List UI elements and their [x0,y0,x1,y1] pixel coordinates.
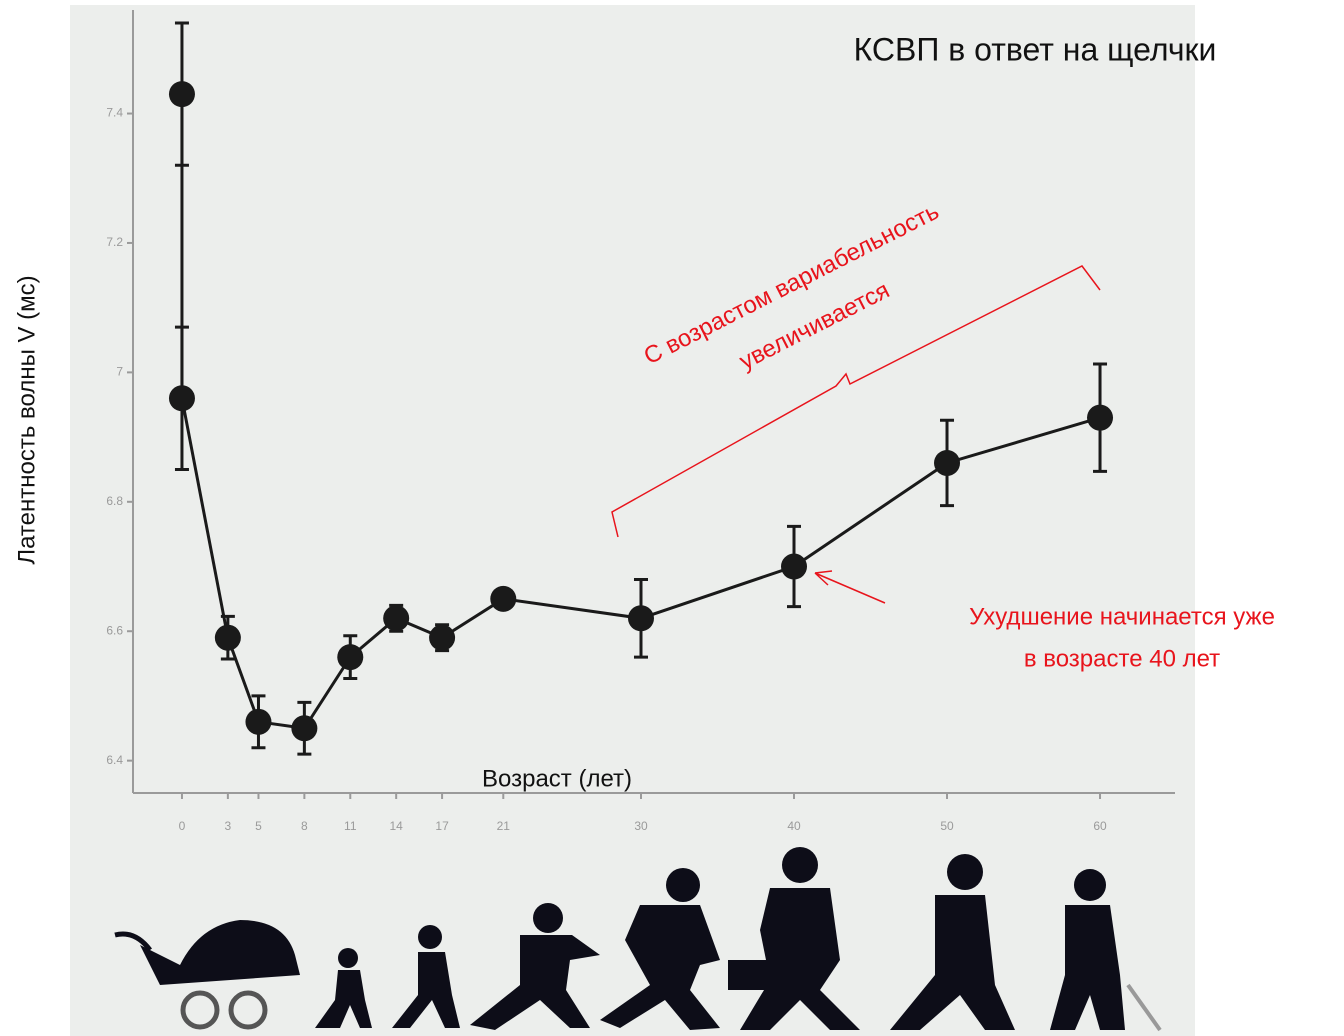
chart: КСВП в ответ на щелчки Возраст (лет) Лат… [0,0,1344,1036]
y-tick-label: 6.8 [106,494,123,508]
elder-head [1074,869,1106,901]
point [169,385,195,411]
x-tick-label: 60 [1093,819,1107,833]
point [1087,405,1113,431]
annotation: Ухудшение начинается уже [969,603,1275,630]
point [169,81,195,107]
x-axis-label: Возраст (лет) [482,765,632,792]
annotation: в возрасте 40 лет [1024,645,1220,672]
x-tick-label: 21 [497,819,511,833]
y-tick-label: 7.4 [106,106,123,120]
youth-head [666,868,700,902]
x-tick-label: 17 [435,819,449,833]
x-tick-label: 50 [940,819,954,833]
kid-head [418,925,442,949]
senior-head [947,854,983,890]
point [291,715,317,741]
x-tick-label: 40 [787,819,801,833]
teen-head [533,903,563,933]
briefcase [728,960,773,990]
x-tick-label: 11 [344,819,357,833]
point [628,605,654,631]
point [781,554,807,580]
adult-head [782,847,818,883]
y-tick-label: 6.6 [106,623,123,637]
point [934,450,960,476]
x-tick-label: 3 [225,819,232,833]
y-axis-label: Латентность волны V (мс) [13,275,40,564]
x-tick-label: 14 [389,819,403,833]
y-tick-label: 6.4 [106,753,123,767]
x-tick-label: 0 [179,819,186,833]
x-tick-label: 30 [634,819,648,833]
y-tick-label: 7.2 [106,235,123,249]
plot-background [70,5,1195,1036]
point [215,625,241,651]
child-head [338,948,358,968]
point [383,605,409,631]
point [245,709,271,735]
point [490,586,516,612]
point [337,644,363,670]
y-tick-label: 7 [116,365,123,379]
x-tick-label: 5 [255,819,262,833]
chart-title: КСВП в ответ на щелчки [854,31,1217,67]
point [429,625,455,651]
x-tick-label: 8 [301,819,308,833]
